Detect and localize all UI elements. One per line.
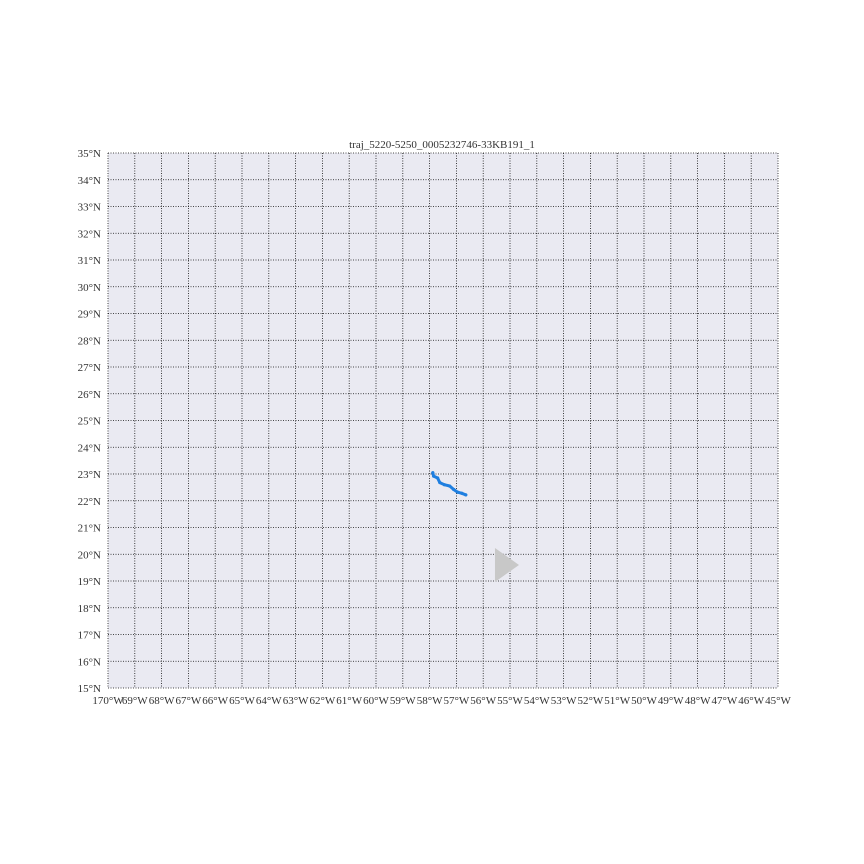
latitude-tick-label: 27°N xyxy=(78,362,101,374)
latitude-tick-label: 33°N xyxy=(78,202,101,214)
trajectory-track xyxy=(431,471,468,497)
longitude-tick-label: 62°W xyxy=(310,695,336,707)
longitude-tick-label: 47°W xyxy=(712,695,738,707)
latitude-tick-label: 25°N xyxy=(78,416,101,428)
latitude-tick-label: 30°N xyxy=(78,282,101,294)
longitude-tick-label: 54°W xyxy=(524,695,550,707)
longitude-tick-label: 61°W xyxy=(336,695,362,707)
longitude-tick-label: 46°W xyxy=(738,695,764,707)
trajectory-point xyxy=(442,483,446,487)
trajectory-point xyxy=(460,491,464,495)
latitude-tick-labels: 15°N 16°N 17°N 18°N 19°N 20°N 21°N 22°N 23°N 24°N… xyxy=(78,148,101,695)
longitude-tick-label: 49°W xyxy=(658,695,684,707)
trajectory-point xyxy=(438,480,442,485)
longitude-tick-label: 56°W xyxy=(470,695,496,707)
latitude-tick-label: 28°N xyxy=(78,335,101,347)
longitude-tick-label: 45°W xyxy=(765,695,791,707)
longitude-tick-label: 63°W xyxy=(283,695,309,707)
latitude-tick-label: 34°N xyxy=(78,175,101,187)
longitude-tick-label: 59°W xyxy=(390,695,416,707)
longitude-tick-label: 69°W xyxy=(122,695,148,707)
direction-arrow-marker xyxy=(494,547,519,582)
longitude-tick-label: 50°W xyxy=(631,695,657,707)
latitude-tick-label: 22°N xyxy=(78,496,101,508)
longitude-tick-label: 53°W xyxy=(551,695,577,707)
longitude-tick-label: 64°W xyxy=(256,695,282,707)
longitude-tick-label: 67°W xyxy=(176,695,202,707)
graticule-grid xyxy=(107,152,779,689)
trajectory-point xyxy=(432,474,436,478)
trajectory-point xyxy=(456,490,460,494)
latitude-tick-label: 26°N xyxy=(78,389,101,401)
latitude-tick-label: 23°N xyxy=(78,469,101,481)
longitude-tick-labels: 170°W69°W 68°W 67°W 66°W 65°W 64°W 63°W 62°W 61°… xyxy=(92,695,791,707)
longitude-tick-label: 170°W xyxy=(92,695,124,707)
trajectory-point xyxy=(448,484,452,488)
trajectory-point xyxy=(464,493,468,497)
trajectory-point xyxy=(436,476,440,480)
latitude-tick-label: 20°N xyxy=(78,549,101,561)
longitude-tick-label: 52°W xyxy=(578,695,604,707)
latitude-tick-label: 18°N xyxy=(78,603,101,615)
longitude-tick-label: 68°W xyxy=(149,695,175,707)
trajectory-points xyxy=(431,471,468,497)
latitude-tick-label: 29°N xyxy=(78,309,101,321)
longitude-tick-label: 48°W xyxy=(685,695,711,707)
latitude-tick-label: 16°N xyxy=(78,656,101,668)
latitude-tick-label: 15°N xyxy=(78,683,101,695)
longitude-tick-label: 57°W xyxy=(444,695,470,707)
latitude-tick-label: 19°N xyxy=(78,576,101,588)
latitude-tick-label: 24°N xyxy=(78,442,101,454)
longitude-tick-label: 51°W xyxy=(604,695,630,707)
longitude-tick-label: 60°W xyxy=(363,695,389,707)
trajectory-point xyxy=(431,471,435,475)
trajectory-point xyxy=(452,487,456,492)
latitude-tick-label: 17°N xyxy=(78,630,101,642)
latitude-tick-label: 35°N xyxy=(78,148,101,160)
longitude-tick-label: 66°W xyxy=(202,695,228,707)
longitude-tick-label: 58°W xyxy=(417,695,443,707)
latitude-tick-label: 21°N xyxy=(78,523,101,535)
latitude-tick-label: 32°N xyxy=(78,228,101,240)
longitude-tick-label: 65°W xyxy=(229,695,255,707)
map-title: traj_5220-5250_0005232746-33KB191_1 xyxy=(349,139,535,151)
latitude-tick-label: 31°N xyxy=(78,255,101,267)
longitude-tick-label: 55°W xyxy=(497,695,523,707)
